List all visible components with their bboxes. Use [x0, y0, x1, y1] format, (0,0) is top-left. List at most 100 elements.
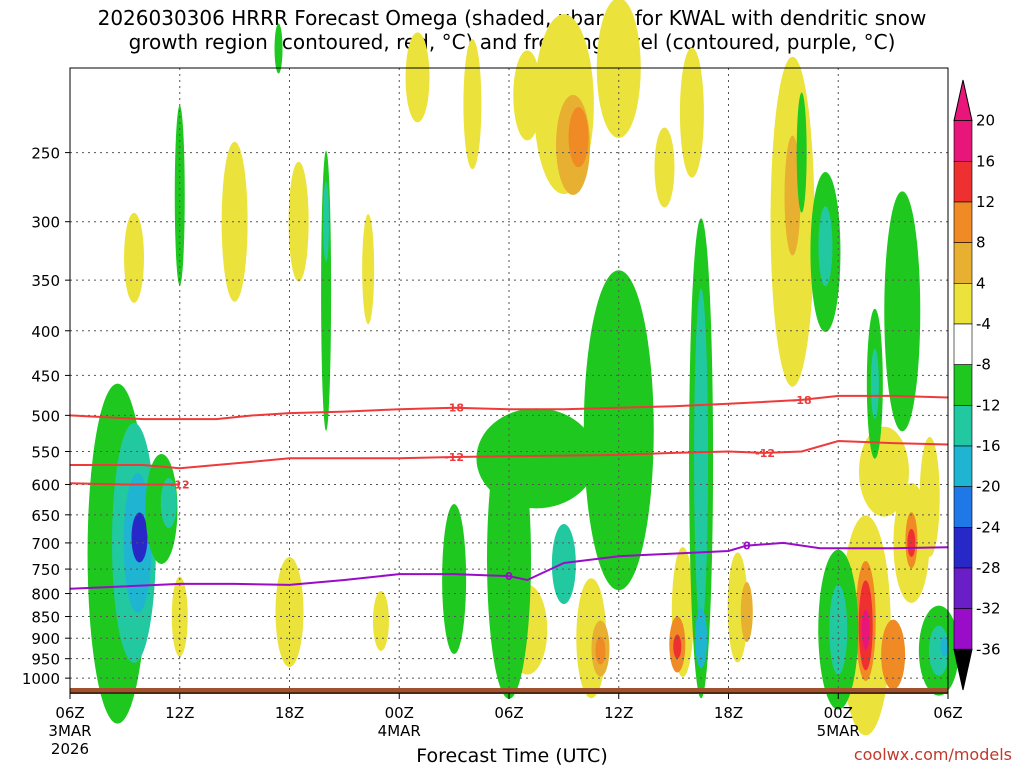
contour-label: 0 — [743, 540, 751, 553]
colorbar-swatch — [953, 120, 973, 162]
colorbar-label: -28 — [976, 559, 1001, 577]
colorbar-swatch — [953, 527, 973, 569]
omega-core-3 — [784, 135, 801, 256]
colorbar-swatch — [953, 161, 973, 203]
colorbar-label: 12 — [976, 193, 995, 211]
y-tick-label: 450 — [31, 367, 60, 385]
colorbar-label: -36 — [976, 640, 1001, 658]
colorbar-label: -4 — [976, 315, 991, 333]
colorbar-label: -24 — [976, 518, 1001, 536]
y-tick-label: 250 — [31, 145, 60, 163]
x-tick-label: 12Z — [165, 704, 194, 722]
omega-neg-10 — [323, 181, 330, 262]
omega-pos-4 — [362, 214, 375, 325]
temperature-contours: -18 -18 -12 -12 -12 0 0 — [69, 394, 949, 590]
omega-pos-6 — [463, 39, 482, 170]
y-tick-label: 300 — [31, 214, 60, 232]
y-tick-label: 400 — [31, 323, 60, 341]
credit-link[interactable]: coolwx.com/models — [853, 745, 1012, 764]
x-tick-label: 00Z — [385, 704, 414, 722]
contour-label: -12 — [755, 447, 775, 460]
x-tick-date: 3MAR — [48, 722, 91, 740]
colorbar-swatch — [953, 608, 973, 650]
colorbar-swatch — [953, 405, 973, 447]
colorbar-swatch — [953, 201, 973, 243]
omega-neg-22 — [818, 206, 833, 287]
y-tick-label: 850 — [31, 609, 60, 627]
title-line-1: 2026030306 HRRR Forecast Omega (shaded, … — [97, 6, 927, 30]
omega-pos-5 — [405, 32, 430, 123]
colorbar-label: -16 — [976, 437, 1001, 455]
x-tick-label: 06Z — [933, 704, 962, 722]
omega-core-11 — [861, 609, 870, 650]
colorbar-label: -8 — [976, 356, 991, 374]
colorbar-swatch — [953, 323, 973, 365]
x-tick-label: 12Z — [604, 704, 633, 722]
x-tick-label: 06Z — [494, 704, 523, 722]
contour--12C-lower — [69, 482, 180, 486]
y-tick-label: 1000 — [22, 670, 60, 688]
x-tick-label: 06Z — [55, 704, 84, 722]
contour--12C — [70, 439, 949, 470]
omega-core-8 — [740, 582, 753, 643]
omega-core-2 — [568, 107, 589, 168]
omega-neg-26 — [870, 348, 879, 419]
omega-neg-4 — [131, 512, 148, 563]
contour--18C — [69, 394, 949, 421]
colorbar-label: 16 — [976, 152, 995, 170]
colorbar: 20 16 12 8 4 -4 -8 -12 -16 -20 -24 -28 -32 -36 — [953, 79, 1001, 691]
omega-neg-27 — [884, 191, 921, 432]
omega-neg-8 — [274, 23, 283, 74]
contour-0C — [69, 541, 949, 590]
omega-neg-30 — [940, 636, 949, 657]
y-tick-label: 500 — [31, 407, 60, 425]
omega-neg-11 — [442, 504, 467, 655]
contour-label: -12 — [444, 451, 464, 464]
y-tick-label: 800 — [31, 586, 60, 604]
y-tick-label: 700 — [31, 535, 60, 553]
contour-label: 0 — [505, 570, 513, 583]
omega-core-5 — [595, 636, 606, 665]
x-tick-year: 2026 — [51, 740, 89, 758]
y-tick-label: 950 — [31, 651, 60, 669]
colorbar-top-arrow — [953, 79, 973, 122]
y-tick-label: 550 — [31, 443, 60, 461]
omega-neg-20 — [796, 92, 807, 213]
contour-label: -18 — [792, 394, 812, 407]
omega-shading — [87, 0, 959, 736]
colorbar-label: -32 — [976, 600, 1001, 618]
contour-label: -18 — [444, 402, 464, 415]
x-tick-date: 5MAR — [817, 722, 860, 740]
x-tick-label: 00Z — [824, 704, 853, 722]
y-tick-label: 350 — [31, 272, 60, 290]
omega-pos-10 — [654, 127, 675, 208]
omega-core-7 — [673, 634, 682, 659]
omega-pos-21 — [727, 552, 748, 663]
colorbar-label: -12 — [976, 396, 1001, 414]
colorbar-swatch — [953, 567, 973, 609]
y-tick-label: 600 — [31, 476, 60, 494]
colorbar-label: 4 — [976, 274, 986, 292]
x-tick-label: 18Z — [714, 704, 743, 722]
contour-label: -12 — [170, 478, 190, 491]
colorbar-label: -20 — [976, 478, 1001, 496]
y-axis: 250 300 350 400 450 500 550 600 650 700 750 800 850 9… — [22, 145, 70, 688]
omega-pos-17 — [372, 590, 389, 651]
ground-strip — [70, 688, 948, 694]
colorbar-swatch — [953, 283, 973, 325]
omega-pos-2 — [221, 141, 248, 302]
colorbar-swatch — [953, 364, 973, 406]
title-line-2: growth region (contoured, red, °C) and f… — [128, 30, 896, 54]
chart-title: 2026030306 HRRR Forecast Omega (shaded, … — [0, 6, 1024, 54]
y-tick-label: 650 — [31, 507, 60, 525]
omega-neg-16 — [608, 311, 629, 472]
omega-neg-24 — [829, 584, 848, 675]
colorbar-bottom-arrow — [953, 648, 973, 691]
omega-core-14 — [881, 619, 906, 690]
colorbar-label: 20 — [976, 112, 995, 130]
omega-neg-13 — [476, 408, 597, 509]
x-tick-label: 18Z — [275, 704, 304, 722]
colorbar-swatch — [953, 445, 973, 487]
